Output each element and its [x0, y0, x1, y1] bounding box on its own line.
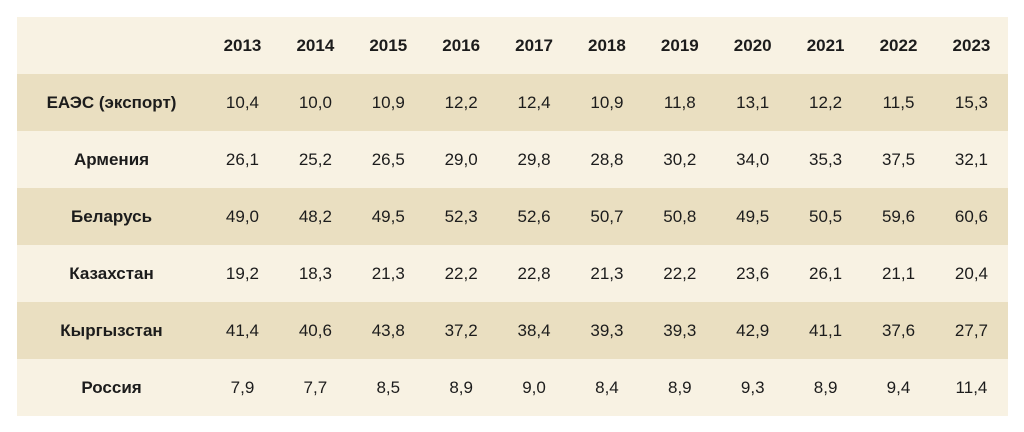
table-cell: 50,7 [570, 188, 644, 245]
table-cell: 27,7 [934, 302, 1008, 359]
table-cell: 21,1 [862, 245, 935, 302]
table-cell: 37,5 [862, 131, 935, 188]
table-cell: 9,4 [862, 359, 935, 416]
column-header: 2022 [862, 17, 935, 74]
column-header: 2018 [570, 17, 644, 74]
column-header: 2016 [424, 17, 498, 74]
row-label: Казахстан [17, 245, 207, 302]
table-cell: 26,1 [789, 245, 863, 302]
table-cell: 39,3 [570, 302, 644, 359]
table-cell: 10,0 [278, 74, 352, 131]
table-cell: 49,0 [206, 188, 279, 245]
table-cell: 8,5 [351, 359, 425, 416]
data-table-container: 2013 2014 2015 2016 2017 2018 2019 2020 … [17, 17, 1008, 416]
table-cell: 11,8 [643, 74, 717, 131]
row-label: Россия [17, 359, 207, 416]
table-cell: 48,2 [278, 188, 352, 245]
table-row: Кыргызстан 41,4 40,6 43,8 37,2 38,4 39,3 39,3 42… [17, 302, 1008, 359]
data-table: 2013 2014 2015 2016 2017 2018 2019 2020 … [17, 17, 1008, 416]
table-cell: 12,2 [424, 74, 498, 131]
table-cell: 59,6 [862, 188, 935, 245]
table-cell: 22,2 [424, 245, 498, 302]
column-header: 2019 [643, 17, 717, 74]
table-cell: 12,2 [789, 74, 863, 131]
table-cell: 29,8 [497, 131, 571, 188]
table-cell: 7,7 [278, 359, 352, 416]
column-header: 2020 [716, 17, 790, 74]
table-cell: 7,9 [206, 359, 279, 416]
table-cell: 50,8 [643, 188, 717, 245]
table-cell: 40,6 [278, 302, 352, 359]
column-header: 2017 [497, 17, 571, 74]
table-row: Россия 7,9 7,7 8,5 8,9 9,0 8,4 8,9 9,3 8,9 9,4 11,4 [17, 359, 1008, 416]
table-cell: 10,9 [351, 74, 425, 131]
table-cell: 18,3 [278, 245, 352, 302]
table-cell: 28,8 [570, 131, 644, 188]
row-label: Кыргызстан [17, 302, 207, 359]
row-label: Беларусь [17, 188, 207, 245]
table-row: ЕАЭС (экспорт) 10,4 10,0 10,9 12,2 12,4 10,9 11… [17, 74, 1008, 131]
table-cell: 11,4 [934, 359, 1008, 416]
column-header: 2014 [278, 17, 352, 74]
table-cell: 30,2 [643, 131, 717, 188]
table-cell: 35,3 [789, 131, 863, 188]
table-cell: 49,5 [716, 188, 790, 245]
table-cell: 26,5 [351, 131, 425, 188]
table-cell: 11,5 [862, 74, 935, 131]
table-cell: 52,6 [497, 188, 571, 245]
table-cell: 22,8 [497, 245, 571, 302]
table-cell: 37,6 [862, 302, 935, 359]
row-label: ЕАЭС (экспорт) [17, 74, 207, 131]
table-cell: 23,6 [716, 245, 790, 302]
table-cell: 34,0 [716, 131, 790, 188]
table-cell: 8,9 [643, 359, 717, 416]
table-cell: 42,9 [716, 302, 790, 359]
table-cell: 8,9 [789, 359, 863, 416]
table-cell: 52,3 [424, 188, 498, 245]
table-cell: 10,4 [206, 74, 279, 131]
table-cell: 15,3 [934, 74, 1008, 131]
corner-cell [17, 17, 207, 74]
table-row: Беларусь 49,0 48,2 49,5 52,3 52,6 50,7 50,8 49,5… [17, 188, 1008, 245]
table-cell: 19,2 [206, 245, 279, 302]
table-cell: 32,1 [934, 131, 1008, 188]
table-cell: 60,6 [934, 188, 1008, 245]
table-cell: 10,9 [570, 74, 644, 131]
table-cell: 8,9 [424, 359, 498, 416]
table-cell: 37,2 [424, 302, 498, 359]
table-cell: 8,4 [570, 359, 644, 416]
table-row: Казахстан 19,2 18,3 21,3 22,2 22,8 21,3 22,2 23,… [17, 245, 1008, 302]
table-cell: 29,0 [424, 131, 498, 188]
table-cell: 39,3 [643, 302, 717, 359]
table-cell: 9,0 [497, 359, 571, 416]
column-header: 2013 [206, 17, 279, 74]
table-body: ЕАЭС (экспорт) 10,4 10,0 10,9 12,2 12,4 10,9 11… [17, 74, 1008, 416]
column-header: 2021 [789, 17, 863, 74]
column-header: 2023 [934, 17, 1008, 74]
table-row: Армения 26,1 25,2 26,5 29,0 29,8 28,8 30,2 34,0 3… [17, 131, 1008, 188]
table-cell: 26,1 [206, 131, 279, 188]
column-header: 2015 [351, 17, 425, 74]
table-cell: 25,2 [278, 131, 352, 188]
table-cell: 21,3 [570, 245, 644, 302]
header-row: 2013 2014 2015 2016 2017 2018 2019 2020 … [17, 17, 1008, 74]
table-cell: 22,2 [643, 245, 717, 302]
table-cell: 13,1 [716, 74, 790, 131]
table-cell: 43,8 [351, 302, 425, 359]
table-cell: 12,4 [497, 74, 571, 131]
table-cell: 41,1 [789, 302, 863, 359]
row-label: Армения [17, 131, 207, 188]
table-cell: 49,5 [351, 188, 425, 245]
table-cell: 21,3 [351, 245, 425, 302]
table-cell: 50,5 [789, 188, 863, 245]
table-cell: 9,3 [716, 359, 790, 416]
table-cell: 20,4 [934, 245, 1008, 302]
table-cell: 38,4 [497, 302, 571, 359]
table-cell: 41,4 [206, 302, 279, 359]
